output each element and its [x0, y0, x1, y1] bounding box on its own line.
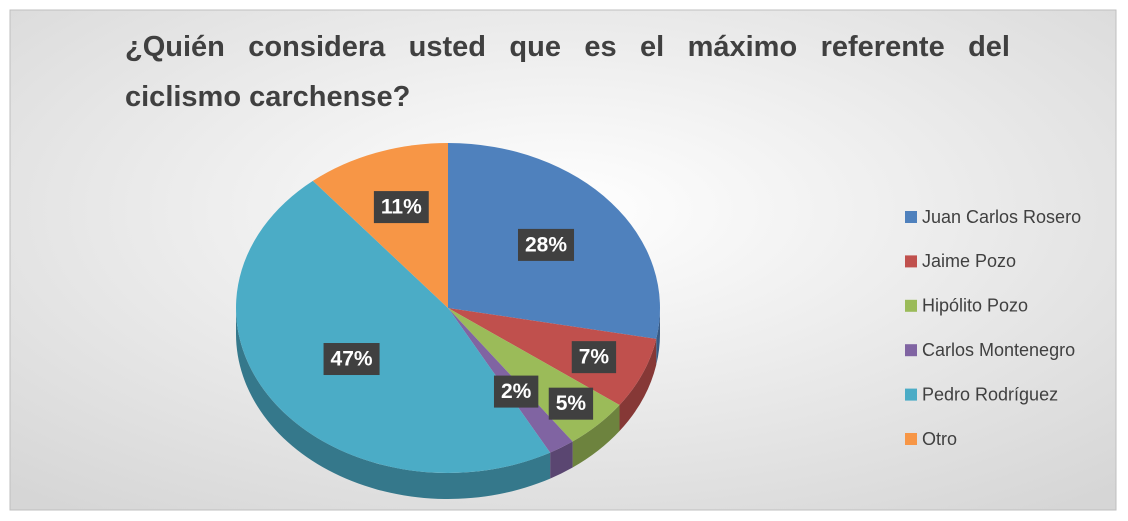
chart-title: ¿Quién considera usted que es el máximo …: [125, 31, 1010, 113]
slice-side: [236, 308, 551, 499]
data-label-text: 11%: [381, 196, 422, 219]
legend-swatch: [905, 255, 917, 268]
slice-side: [619, 338, 657, 431]
slice: [448, 308, 657, 405]
data-label: 5%: [556, 392, 587, 415]
legend-label: Pedro Rodríguez: [922, 384, 1058, 404]
data-label-text: 28%: [525, 233, 567, 256]
data-label-text: 5%: [556, 392, 587, 415]
legend-swatch: [905, 433, 917, 445]
data-label-box: [517, 228, 575, 261]
legend-label: Carlos Montenegro: [922, 340, 1075, 360]
legend-swatch: [905, 344, 917, 357]
slice-side: [656, 308, 660, 365]
data-label-box: [373, 191, 429, 224]
slice-side: [550, 441, 573, 479]
data-label-text: 47%: [331, 348, 373, 371]
data-label: 7%: [579, 346, 610, 369]
legend-label: Jaime Pozo: [922, 251, 1016, 271]
data-label: 28%: [525, 233, 567, 256]
data-label-box: [571, 341, 617, 374]
slice: [312, 143, 448, 308]
legend-swatch: [905, 299, 917, 312]
data-label-box: [493, 375, 539, 408]
slice: [236, 180, 551, 474]
data-label-text: 7%: [579, 346, 610, 369]
legend-swatch: [905, 388, 917, 401]
legend-label: Juan Carlos Rosero: [922, 207, 1081, 227]
data-label-text: 2%: [501, 380, 532, 403]
legend-swatch: [905, 211, 917, 223]
legend-label: Hipólito Pozo: [922, 296, 1028, 316]
legend-label: Otro: [922, 429, 957, 449]
data-label-box: [548, 387, 594, 420]
data-label: 2%: [501, 380, 532, 403]
data-label: 11%: [381, 196, 422, 219]
data-label: 47%: [331, 348, 373, 371]
data-label-box: [323, 343, 380, 376]
slice-side: [572, 404, 620, 468]
